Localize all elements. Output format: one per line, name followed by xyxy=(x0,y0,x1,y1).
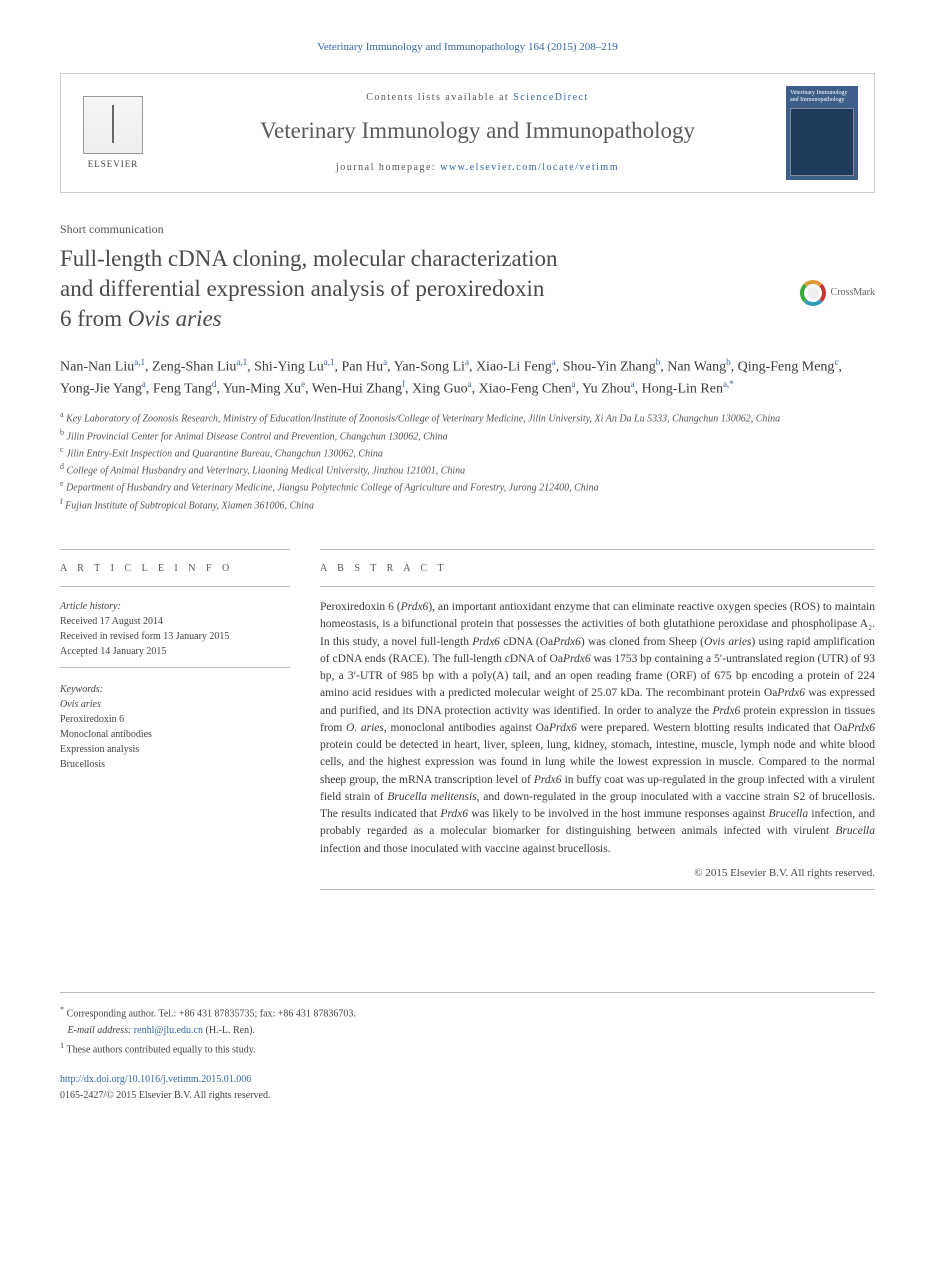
keyword-item: Brucellosis xyxy=(60,757,290,772)
crossmark-icon xyxy=(800,280,826,306)
journal-cover-thumb: Veterinary Immunology and Immunopatholog… xyxy=(786,86,858,180)
doi-link[interactable]: http://dx.doi.org/10.1016/j.vetimm.2015.… xyxy=(60,1074,251,1085)
history-head: Article history: xyxy=(60,599,290,614)
homepage-link[interactable]: www.elsevier.com/locate/vetimm xyxy=(440,162,619,173)
homepage-line: journal homepage: www.elsevier.com/locat… xyxy=(169,161,786,175)
title-line-3: 6 from Ovis aries xyxy=(60,306,222,331)
title-line-1: Full-length cDNA cloning, molecular char… xyxy=(60,246,558,271)
keyword-item: Monoclonal antibodies xyxy=(60,727,290,742)
abstract-text: Peroxiredoxin 6 (Prdx6), an important an… xyxy=(320,599,875,858)
abstract-head: A B S T R A C T xyxy=(320,562,875,576)
affiliations-list: a Key Laboratory of Zoonosis Research, M… xyxy=(60,409,875,513)
keyword-item: Peroxiredoxin 6 xyxy=(60,712,290,727)
contents-prefix: Contents lists available at xyxy=(366,92,513,103)
keywords-list: Ovis ariesPeroxiredoxin 6Monoclonal anti… xyxy=(60,697,290,772)
footer-block: * Corresponding author. Tel.: +86 431 87… xyxy=(60,992,875,1104)
email-label: E-mail address: xyxy=(68,1025,132,1036)
affiliation-item: d College of Animal Husbandry and Veteri… xyxy=(60,461,875,478)
abstract-rule-mid xyxy=(320,586,875,587)
affiliation-item: b Jilin Provincial Center for Animal Dis… xyxy=(60,427,875,444)
article-title: Full-length cDNA cloning, molecular char… xyxy=(60,244,740,334)
abstract-rule-top xyxy=(320,549,875,550)
elsevier-label: ELSEVIER xyxy=(88,158,139,171)
email-link[interactable]: renhl@jlu.edu.cn xyxy=(134,1025,203,1036)
abstract-column: A B S T R A C T Peroxiredoxin 6 (Prdx6),… xyxy=(320,541,875,902)
equal-text: These authors contributed equally to thi… xyxy=(67,1044,256,1055)
journal-banner: ELSEVIER Contents lists available at Sci… xyxy=(60,73,875,193)
journal-title: Veterinary Immunology and Immunopatholog… xyxy=(169,115,786,147)
elsevier-tree-icon xyxy=(83,96,143,154)
article-info-block: Article history: Received 17 August 2014… xyxy=(60,599,290,772)
cover-thumb-title: Veterinary Immunology and Immunopatholog… xyxy=(790,90,854,103)
keyword-item: Ovis aries xyxy=(60,697,290,712)
email-suffix: (H.-L. Ren). xyxy=(206,1025,255,1036)
history-received: Received 17 August 2014 xyxy=(60,614,290,629)
affiliation-item: f Fujian Institute of Subtropical Botany… xyxy=(60,496,875,513)
email-line: E-mail address: renhl@jlu.edu.cn (H.-L. … xyxy=(60,1023,875,1039)
history-accepted: Accepted 14 January 2015 xyxy=(60,644,290,659)
abstract-copyright: © 2015 Elsevier B.V. All rights reserved… xyxy=(320,866,875,881)
history-revised: Received in revised form 13 January 2015 xyxy=(60,629,290,644)
article-info-column: A R T I C L E I N F O Article history: R… xyxy=(60,541,290,902)
sciencedirect-link[interactable]: ScienceDirect xyxy=(513,92,589,103)
crossmark-badge[interactable]: CrossMark xyxy=(800,280,875,306)
elsevier-logo[interactable]: ELSEVIER xyxy=(77,93,149,173)
equal-contribution: 1 These authors contributed equally to t… xyxy=(60,1039,875,1058)
homepage-prefix: journal homepage: xyxy=(336,162,440,173)
contents-line: Contents lists available at ScienceDirec… xyxy=(169,91,786,105)
authors-list: Nan-Nan Liua,1, Zeng-Shan Liua,1, Shi-Yi… xyxy=(60,356,875,399)
info-rule-kw xyxy=(60,667,290,668)
issn-copyright: 0165-2427/© 2015 Elsevier B.V. All right… xyxy=(60,1090,270,1101)
affiliation-item: e Department of Husbandry and Veterinary… xyxy=(60,478,875,495)
keywords-head: Keywords: xyxy=(60,682,290,697)
crossmark-label: CrossMark xyxy=(831,286,875,300)
header-citation: Veterinary Immunology and Immunopatholog… xyxy=(60,40,875,55)
title-line-2: and differential expression analysis of … xyxy=(60,276,544,301)
info-rule-top xyxy=(60,549,290,550)
affiliation-item: c Jilin Entry-Exit Inspection and Quaran… xyxy=(60,444,875,461)
abstract-rule-bottom xyxy=(320,889,875,890)
article-type: Short communication xyxy=(60,221,875,238)
corresponding-author: * Corresponding author. Tel.: +86 431 87… xyxy=(60,1003,875,1022)
affiliation-item: a Key Laboratory of Zoonosis Research, M… xyxy=(60,409,875,426)
info-rule-mid xyxy=(60,586,290,587)
banner-center: Contents lists available at ScienceDirec… xyxy=(169,91,786,175)
article-info-head: A R T I C L E I N F O xyxy=(60,562,290,576)
doi-line: http://dx.doi.org/10.1016/j.vetimm.2015.… xyxy=(60,1072,875,1104)
cover-thumb-image xyxy=(790,108,854,177)
corresponding-text: Corresponding author. Tel.: +86 431 8783… xyxy=(67,1009,356,1020)
keyword-item: Expression analysis xyxy=(60,742,290,757)
